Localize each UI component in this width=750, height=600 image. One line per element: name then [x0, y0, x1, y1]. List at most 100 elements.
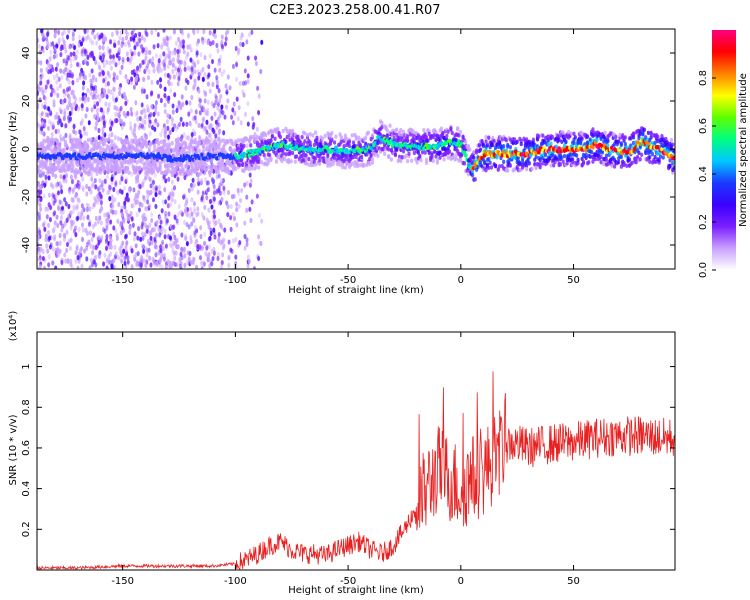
- spectrogram-noise-cell: [84, 74, 88, 80]
- spectrogram-band-cell: [407, 151, 411, 156]
- spectrogram-noise-cell: [157, 64, 161, 70]
- spectrogram-noise-cell: [202, 29, 206, 35]
- spectrogram-noise-cell: [211, 58, 215, 65]
- spectrogram-noise-cell: [98, 208, 102, 214]
- spectrogram-noise-cell: [43, 122, 47, 128]
- spectrogram-noise-cell: [212, 184, 216, 190]
- spectrogram-noise-cell: [126, 110, 130, 117]
- spectrogram-band-cell: [369, 153, 373, 158]
- spectrogram-band-cell: [332, 155, 337, 160]
- spectrogram-band-cell: [127, 170, 131, 175]
- spectrogram-noise-cell: [232, 193, 236, 199]
- spectrogram-noise-cell: [176, 67, 180, 73]
- spectrogram-noise-cell: [198, 102, 202, 108]
- spectrogram-noise-cell: [173, 173, 177, 179]
- spectrogram-noise-cell: [74, 225, 78, 231]
- spectrogram-noise-cell: [166, 134, 170, 140]
- spectrogram-noise-cell: [227, 255, 231, 261]
- spectrogram-noise-cell: [142, 107, 146, 113]
- spectrogram-noise-cell: [90, 107, 94, 113]
- spectrogram-noise-cell: [226, 211, 230, 218]
- spectrogram-noise-cell: [229, 226, 233, 232]
- spectrogram-noise-cell: [148, 203, 152, 209]
- spectrogram-noise-cell: [97, 235, 101, 241]
- spectrogram-noise-cell: [217, 129, 221, 136]
- spectrogram-noise-cell: [188, 120, 192, 126]
- spectrogram-noise-cell: [145, 206, 149, 212]
- spectrogram-noise-cell: [205, 119, 209, 125]
- spectrogram-noise-cell: [176, 220, 180, 226]
- spectrogram-band-cell: [311, 133, 315, 138]
- spectrogram-noise-cell: [215, 99, 219, 105]
- spectrogram-band-cell: [412, 150, 416, 156]
- spectrogram-noise-cell: [102, 78, 106, 84]
- spectrogram-noise-cell: [72, 51, 76, 57]
- spectrogram-noise-cell: [113, 244, 117, 251]
- spectrogram-noise-cell: [81, 227, 85, 233]
- spectrogram-noise-cell: [181, 121, 185, 127]
- spectrogram-noise-cell: [143, 119, 147, 125]
- spectrogram-noise-cell: [259, 68, 263, 75]
- spectrogram-noise-cell: [199, 225, 203, 231]
- spectrogram-noise-cell: [179, 251, 183, 257]
- spectrogram-band-cell: [251, 134, 256, 140]
- spectrogram-band-cell: [234, 139, 238, 144]
- spectrogram-band-cell: [631, 135, 636, 140]
- spectrogram-noise-cell: [190, 221, 194, 227]
- spectrogram-noise-cell: [208, 132, 212, 138]
- spectrogram-noise-cell: [102, 226, 106, 233]
- spectrogram-noise-cell: [201, 66, 205, 73]
- spectrogram-noise-cell: [180, 94, 184, 100]
- spectrogram-noise-cell: [144, 55, 148, 61]
- spectrogram-band-cell: [481, 142, 485, 147]
- spectrogram-band-cell: [266, 160, 270, 166]
- spectrogram-noise-cell: [204, 177, 208, 183]
- spectrogram-noise-cell: [208, 30, 212, 36]
- spectrogram-band-cell: [197, 140, 201, 146]
- spectrogram-noise-cell: [206, 74, 210, 80]
- spectrogram-band-cell: [155, 157, 159, 162]
- spectrogram-noise-cell: [69, 63, 73, 69]
- spectrogram-noise-cell: [156, 79, 160, 85]
- spectrogram-band-cell: [257, 159, 261, 165]
- spectrogram-noise-cell: [212, 190, 216, 196]
- spectrogram-noise-cell: [217, 218, 221, 224]
- spectrogram-noise-cell: [80, 67, 84, 73]
- spectrogram-noise-cell: [137, 51, 141, 57]
- spectrogram-noise-cell: [86, 230, 90, 236]
- spectrogram-noise-cell: [42, 193, 46, 199]
- spectrogram-noise-cell: [43, 265, 47, 269]
- spectrogram-noise-cell: [140, 243, 144, 249]
- spectrogram-band-cell: [162, 142, 166, 147]
- spectrogram-noise-cell: [147, 123, 151, 129]
- spectrogram-noise-cell: [59, 215, 63, 221]
- spectrogram-band-cell: [396, 138, 400, 143]
- spectrogram-noise-cell: [163, 102, 167, 108]
- spectrogram-noise-cell: [236, 187, 240, 193]
- spectrogram-noise-cell: [134, 199, 138, 205]
- spectrogram-noise-cell: [220, 260, 224, 266]
- spectrogram-noise-cell: [45, 243, 49, 249]
- spectrogram-noise-cell: [177, 203, 181, 210]
- spectrogram-band-cell: [307, 156, 311, 162]
- spectrogram-noise-cell: [188, 250, 192, 257]
- spectrogram-band-cell: [138, 165, 142, 171]
- spectrogram-noise-cell: [59, 220, 63, 226]
- spectrogram-noise-cell: [207, 207, 211, 213]
- spectrogram-noise-cell: [185, 121, 189, 127]
- spectrogram-noise-cell: [231, 107, 235, 113]
- spectrogram-noise-cell: [120, 211, 124, 217]
- spectrogram-noise-cell: [206, 39, 210, 46]
- spectrogram-noise-cell: [110, 120, 114, 126]
- spectrogram-noise-cell: [124, 100, 128, 106]
- spectrogram-noise-cell: [42, 34, 46, 40]
- spectrogram-band-cell: [627, 157, 632, 162]
- spectrogram-band-cell: [201, 149, 205, 154]
- spectrogram-noise-cell: [173, 214, 177, 220]
- spectrogram-noise-cell: [129, 36, 133, 42]
- spectrogram-band-cell: [506, 142, 510, 148]
- spectrogram-noise-cell: [203, 204, 207, 211]
- spectrogram-noise-cell: [257, 110, 261, 116]
- spectrogram-band-cell: [189, 144, 193, 150]
- spectrogram-noise-cell: [134, 243, 138, 249]
